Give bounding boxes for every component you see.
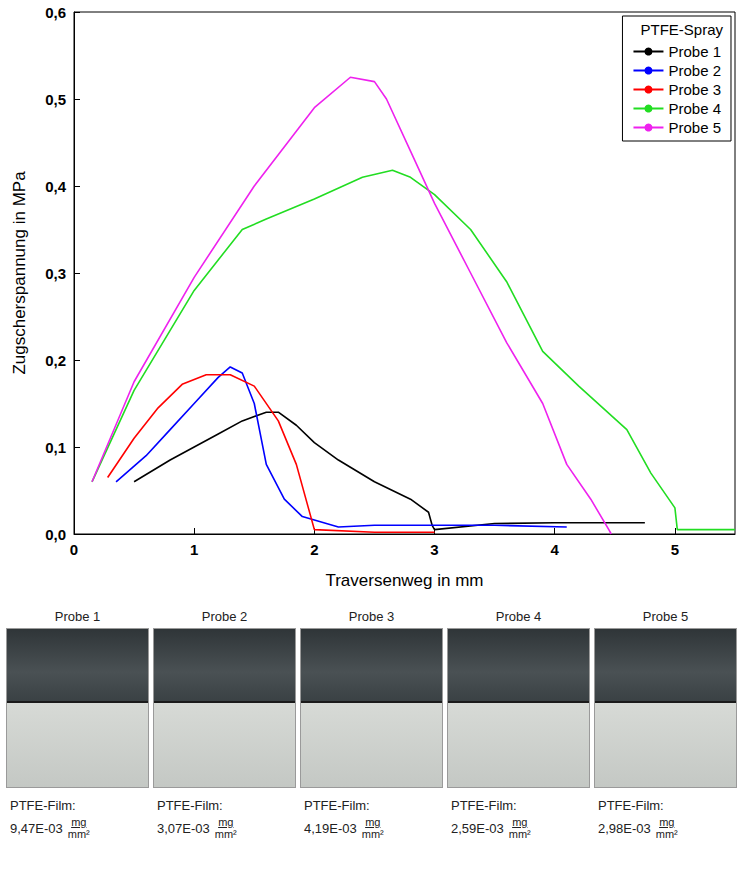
svg-text:Zugscherspannung in MPa: Zugscherspannung in MPa [10,171,29,375]
svg-text:Probe 2: Probe 2 [668,62,721,79]
svg-text:Probe 3: Probe 3 [668,81,721,98]
svg-text:0,5: 0,5 [45,91,66,108]
svg-text:4: 4 [551,541,560,558]
html-text:9,47E-03: 9,47E-03 [10,820,63,836]
svg-text:0,4: 0,4 [45,178,67,195]
html-text:mg: mg [71,816,87,828]
html-text:Probe 4: Probe 4 [495,609,542,624]
svg-text:2: 2 [310,541,318,558]
html-text:2,98E-03: 2,98E-03 [598,820,651,836]
html-text:mg: mg [512,816,528,828]
html-text:Probe 3: Probe 3 [348,609,395,624]
html-text:2,59E-03: 2,59E-03 [451,820,504,836]
html-text:Probe 5: Probe 5 [642,609,689,624]
html-text:4,19E-03: 4,19E-03 [304,820,357,836]
svg-text:Probe 4: Probe 4 [668,100,721,117]
html-text:mg: mg [659,816,675,828]
svg-text:0,2: 0,2 [45,352,66,369]
html-text:PTFE-Film:: PTFE-Film: [304,798,370,813]
html-text:Probe 1: Probe 1 [54,609,101,624]
html-text:PTFE-Film:: PTFE-Film: [451,798,517,813]
svg-text:Traversenweg in mm: Traversenweg in mm [325,571,483,590]
svg-text:Probe 5: Probe 5 [668,119,721,136]
svg-text:0,0: 0,0 [45,526,66,543]
svg-text:3: 3 [430,541,438,558]
html-text:mm²: mm² [67,828,90,840]
html-text:mm²: mm² [361,828,384,840]
svg-text:0,1: 0,1 [45,439,66,456]
html-text:PTFE-Film:: PTFE-Film: [157,798,223,813]
html-text:Probe 2: Probe 2 [201,609,248,624]
svg-text:0,6: 0,6 [45,4,66,21]
svg-text:5: 5 [671,541,679,558]
html-text:PTFE-Film:: PTFE-Film: [10,798,76,813]
svg-text:1: 1 [190,541,198,558]
svg-text:0: 0 [70,541,78,558]
html-text:PTFE-Film:: PTFE-Film: [598,798,664,813]
html-text:mm²: mm² [655,828,678,840]
svg-text:PTFE-Spray: PTFE-Spray [640,21,723,38]
html-text:mm²: mm² [214,828,237,840]
html-text:mm²: mm² [508,828,531,840]
html-text:3,07E-03: 3,07E-03 [157,820,210,836]
html-text:mg: mg [365,816,381,828]
html-text:mg: mg [218,816,234,828]
svg-text:0,3: 0,3 [45,265,66,282]
svg-text:Probe 1: Probe 1 [668,43,721,60]
